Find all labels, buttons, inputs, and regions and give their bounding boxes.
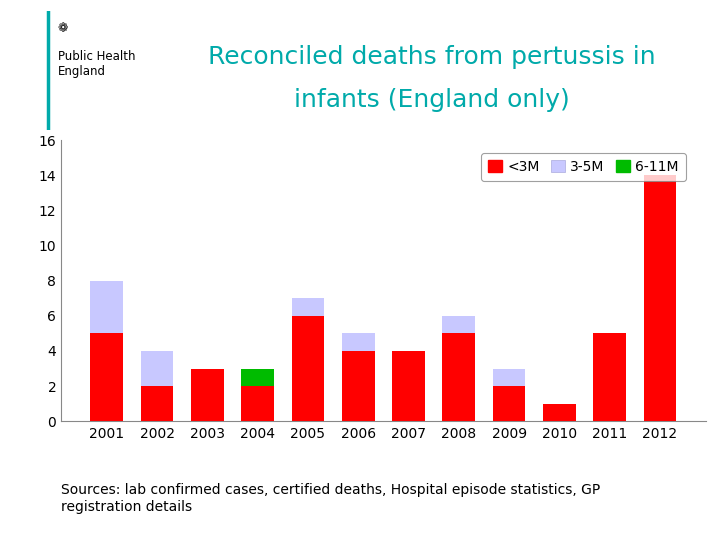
Bar: [91, 281, 123, 333]
Bar: [644, 176, 676, 421]
Bar: [292, 298, 324, 316]
Bar: [593, 333, 626, 421]
Text: ❁: ❁: [58, 22, 68, 35]
Bar: [392, 351, 425, 421]
Bar: [241, 368, 274, 386]
Bar: [191, 368, 224, 421]
Bar: [342, 351, 374, 421]
Bar: [292, 316, 324, 421]
Bar: [443, 333, 475, 421]
Bar: [492, 368, 526, 386]
Text: Reconciled deaths from pertussis in: Reconciled deaths from pertussis in: [208, 45, 656, 69]
Bar: [492, 386, 526, 421]
Bar: [141, 351, 174, 386]
Legend: <3M, 3-5M, 6-11M: <3M, 3-5M, 6-11M: [481, 153, 685, 181]
Bar: [141, 386, 174, 421]
Bar: [543, 404, 576, 421]
Text: infants (England only): infants (England only): [294, 88, 570, 112]
Text: Public Health
England: Public Health England: [58, 50, 135, 78]
Bar: [91, 333, 123, 421]
Bar: [443, 316, 475, 333]
Bar: [241, 386, 274, 421]
Text: Sources: lab confirmed cases, certified deaths, Hospital episode statistics, GP
: Sources: lab confirmed cases, certified …: [61, 483, 600, 514]
Bar: [342, 333, 374, 351]
